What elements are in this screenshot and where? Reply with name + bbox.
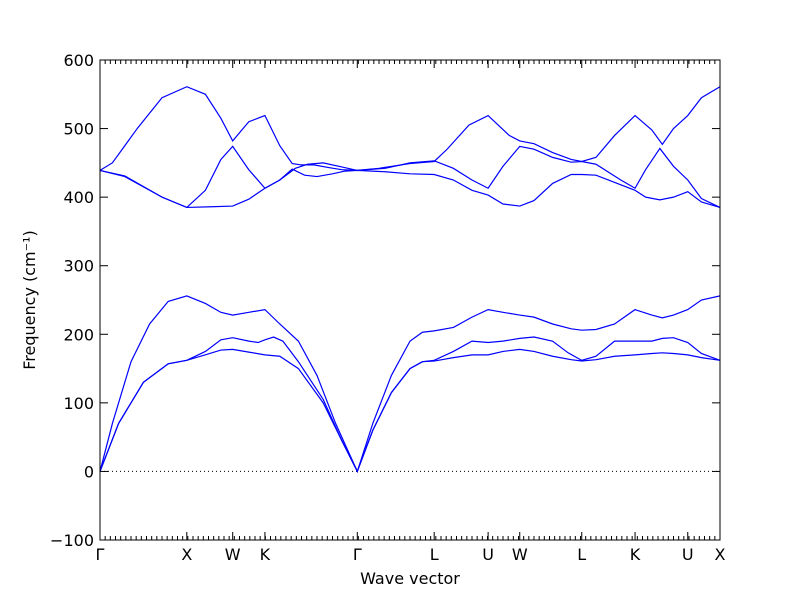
phonon-branch-4 bbox=[99, 295, 721, 474]
x-tick-label: U bbox=[682, 545, 694, 564]
x-tick-label: Γ bbox=[353, 545, 362, 564]
y-tick-label: 600 bbox=[63, 51, 94, 70]
y-tick-label: 200 bbox=[63, 325, 94, 344]
y-tick-label: 400 bbox=[63, 188, 94, 207]
x-tick-label: K bbox=[630, 545, 641, 564]
y-tick-label: 300 bbox=[63, 257, 94, 276]
x-tick-label: W bbox=[225, 545, 241, 564]
x-tick-label: X bbox=[181, 545, 192, 564]
x-tick-label: U bbox=[482, 545, 494, 564]
x-tick-label: L bbox=[430, 545, 439, 564]
x-tick-label: L bbox=[577, 545, 586, 564]
phonon-branch-1 bbox=[99, 86, 721, 172]
phonon-branch-5 bbox=[99, 336, 721, 473]
x-axis-title: Wave vector bbox=[360, 569, 460, 588]
y-tick-label: −100 bbox=[50, 531, 94, 550]
phonon-branch-3 bbox=[99, 145, 721, 209]
phonon-branch-6 bbox=[99, 348, 721, 473]
phonon-branch-2 bbox=[99, 145, 721, 209]
x-tick-label: Γ bbox=[96, 545, 105, 564]
y-axis-title: Frequency (cm⁻¹) bbox=[20, 230, 39, 369]
x-tick-label: W bbox=[512, 545, 528, 564]
x-tick-label: X bbox=[715, 545, 726, 564]
plot-frame bbox=[99, 59, 721, 541]
y-tick-label: 500 bbox=[63, 120, 94, 139]
y-tick-label: 0 bbox=[84, 462, 94, 481]
plot-area bbox=[99, 86, 721, 474]
x-tick-label: K bbox=[260, 545, 271, 564]
y-tick-label: 100 bbox=[63, 394, 94, 413]
